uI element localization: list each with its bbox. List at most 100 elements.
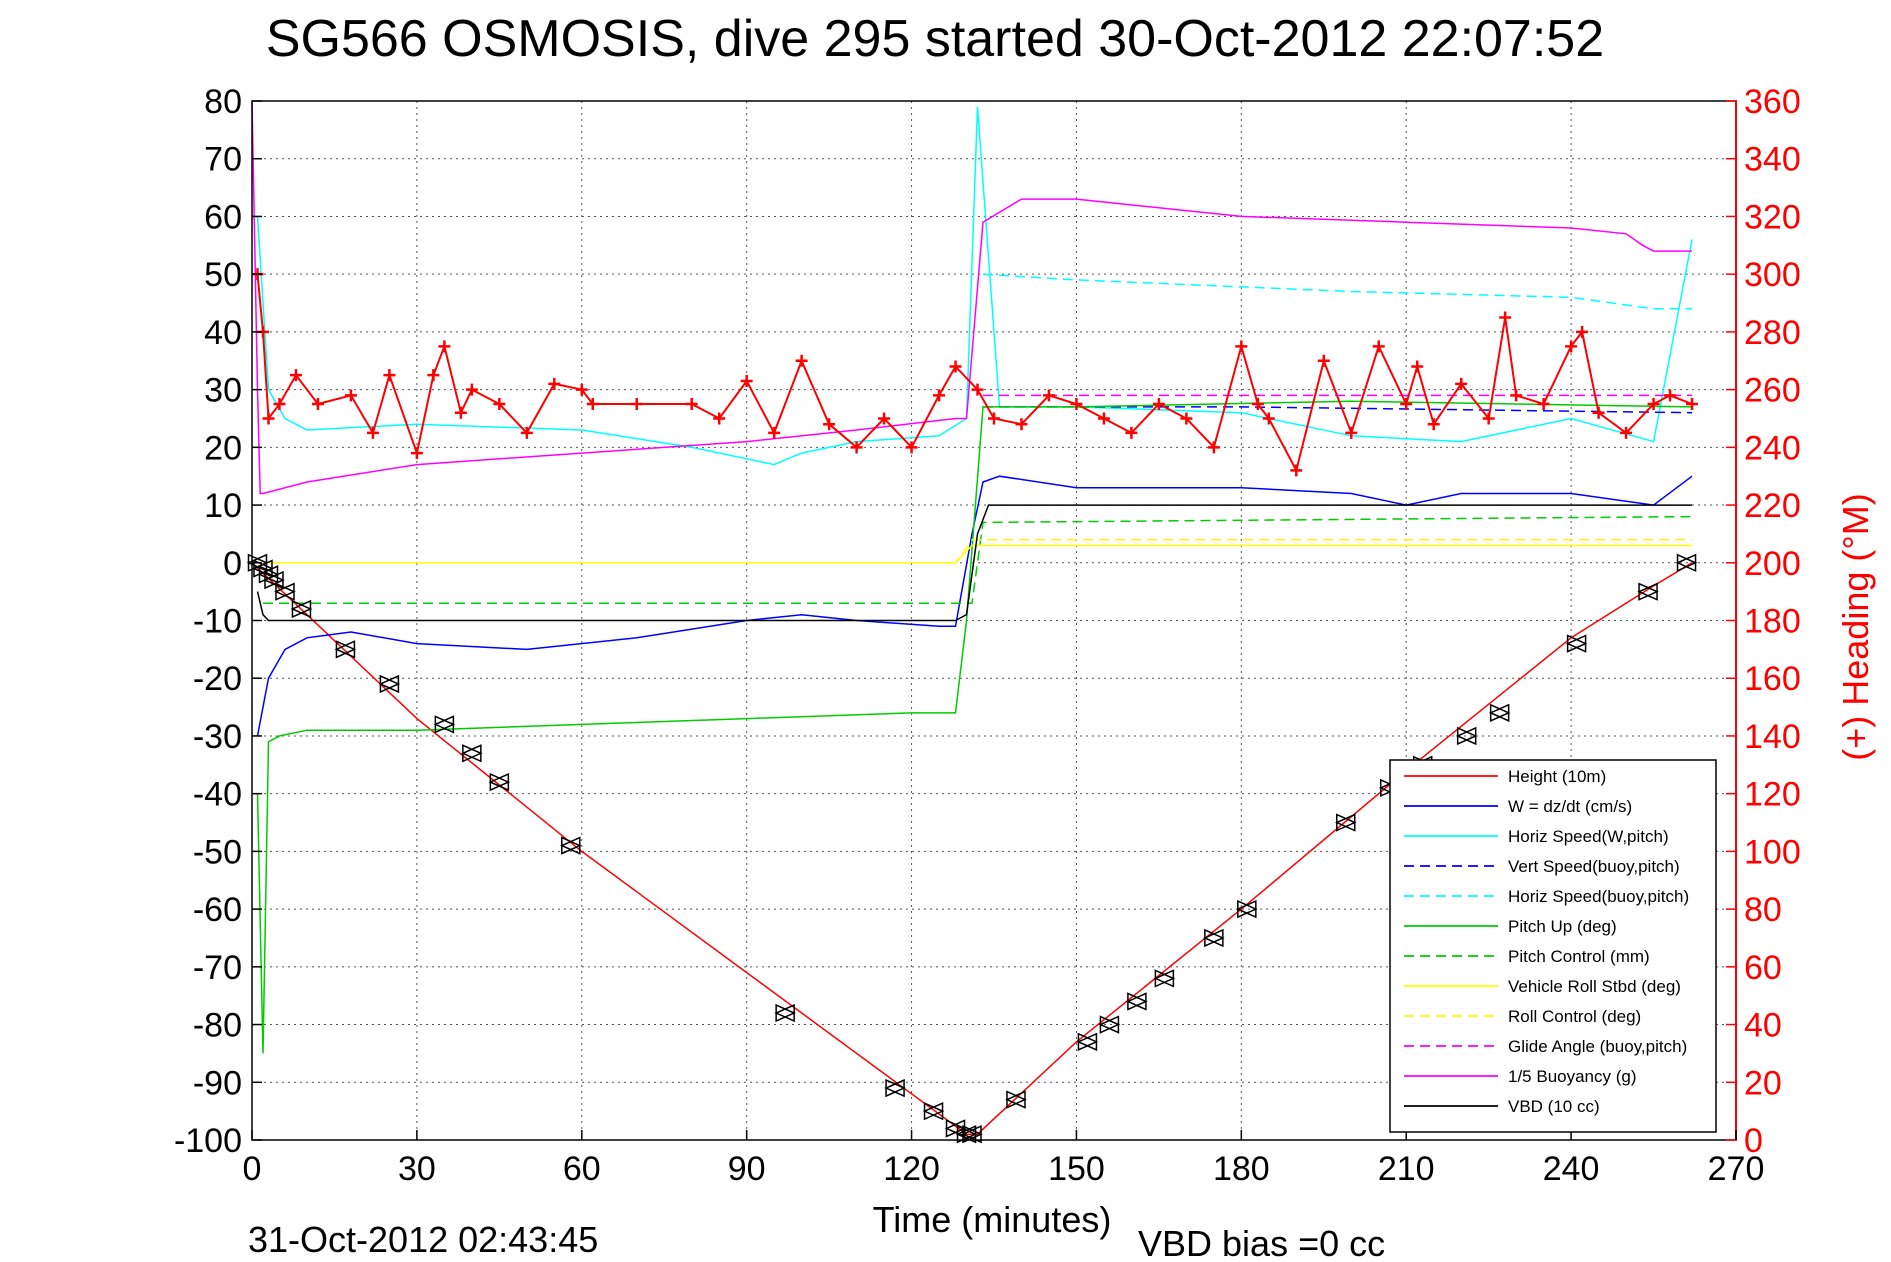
heading-point bbox=[905, 441, 918, 454]
marker-triangle-left bbox=[1153, 969, 1175, 988]
heading-point bbox=[1565, 340, 1578, 353]
heading-point bbox=[1647, 398, 1660, 411]
marker-triangle-left bbox=[1334, 813, 1356, 832]
legend-label: Horiz Speed(buoy,pitch) bbox=[1508, 887, 1689, 906]
marker-triangle-left bbox=[922, 1101, 944, 1121]
left-tick-label: -30 bbox=[193, 718, 242, 756]
heading-point bbox=[949, 360, 962, 373]
x-tick-label: 150 bbox=[1048, 1150, 1105, 1188]
heading-point bbox=[1686, 398, 1699, 411]
marker-triangle-left bbox=[1565, 634, 1587, 653]
heading-point bbox=[971, 383, 984, 396]
heading-point bbox=[795, 354, 808, 367]
left-tick-labels: 80 70 60 50 40 30 20 10 0 -10 -20 -30 -40 -50 -60 -70 -8… bbox=[174, 83, 262, 1160]
right-tick-label: 0 bbox=[1744, 1122, 1763, 1160]
series-roll-control bbox=[263, 538, 1692, 564]
left-tick-label: -90 bbox=[193, 1064, 242, 1102]
legend-box bbox=[1389, 759, 1717, 1133]
heading-point bbox=[988, 412, 1000, 425]
right-tick-label: 300 bbox=[1744, 256, 1801, 294]
heading-point bbox=[1664, 389, 1677, 402]
height-marker bbox=[433, 715, 456, 734]
legend-item: Pitch Control (mm) bbox=[1404, 947, 1650, 966]
legend-item: 1/5 Buoyancy (g) bbox=[1404, 1067, 1637, 1086]
x-tick-label: 210 bbox=[1378, 1150, 1435, 1188]
legend-item: W = dz/dt (cm/s) bbox=[1404, 797, 1632, 816]
x-tick-label: 0 bbox=[243, 1150, 262, 1188]
height-marker bbox=[1005, 1090, 1027, 1109]
height-marker bbox=[274, 582, 296, 601]
legend-label: Roll Control (deg) bbox=[1508, 1007, 1641, 1026]
heading-point bbox=[493, 398, 506, 411]
height-marker bbox=[488, 772, 511, 792]
heading-point bbox=[465, 383, 478, 396]
heading-point bbox=[1042, 389, 1055, 402]
footer-vbd-bias: VBD bias =0 cc bbox=[1138, 1223, 1385, 1262]
marker-triangle-left bbox=[1637, 582, 1658, 601]
legend: Height (10m) W = dz/dt (cm/s) Horiz Speed(… bbox=[1389, 759, 1717, 1133]
heading-point bbox=[1411, 360, 1424, 373]
marker-triangle-left bbox=[1076, 1032, 1098, 1052]
legend-item: Glide Angle (buoy,pitch) bbox=[1404, 1037, 1687, 1056]
marker-triangle-left bbox=[961, 1125, 982, 1144]
legend-item: Horiz Speed(W,pitch) bbox=[1404, 827, 1669, 846]
heading-point bbox=[1152, 398, 1165, 411]
left-tick-label: -60 bbox=[193, 891, 242, 929]
marker-triangle-left bbox=[559, 836, 581, 855]
height-marker bbox=[1455, 726, 1478, 746]
height-marker bbox=[263, 570, 285, 590]
left-tick-label: -10 bbox=[193, 603, 242, 641]
heading-point bbox=[1125, 426, 1138, 439]
height-marker bbox=[290, 599, 313, 619]
height-marker bbox=[1126, 992, 1148, 1011]
series-horiz-speed bbox=[256, 106, 1693, 466]
right-tick-label: 220 bbox=[1744, 487, 1801, 525]
series-pitch-up bbox=[256, 400, 1693, 1054]
footer-timestamp: 31-Oct-2012 02:43:45 bbox=[248, 1219, 598, 1260]
heading-point bbox=[1251, 398, 1264, 411]
heading-point bbox=[685, 398, 698, 411]
height-marker bbox=[884, 1078, 906, 1098]
right-tick-label: 40 bbox=[1744, 1007, 1782, 1045]
series-height bbox=[251, 562, 1693, 1135]
right-tick-label: 260 bbox=[1744, 372, 1801, 410]
heading-point bbox=[1455, 377, 1468, 390]
left-tick-label: 0 bbox=[223, 545, 242, 583]
height-marker bbox=[1153, 969, 1176, 988]
chart-title: SG566 OSMOSIS, dive 295 started 30-Oct-2… bbox=[266, 10, 1604, 68]
left-tick-label: -100 bbox=[174, 1122, 242, 1160]
legend-item: Roll Control (deg) bbox=[1404, 1007, 1641, 1026]
series-buoyancy bbox=[251, 100, 1692, 495]
height-marker bbox=[1203, 928, 1225, 948]
heading-point bbox=[1345, 426, 1358, 439]
right-tick-label: 340 bbox=[1744, 141, 1801, 179]
height-marker bbox=[559, 836, 582, 855]
heading-point bbox=[1592, 406, 1605, 419]
heading-point bbox=[1317, 354, 1330, 367]
heading-point bbox=[1015, 418, 1028, 431]
heading-point bbox=[438, 340, 451, 353]
heading-point bbox=[1427, 418, 1440, 431]
right-tick-label: 160 bbox=[1744, 660, 1801, 698]
marker-triangle-left bbox=[1235, 899, 1257, 919]
marker-triangle-left bbox=[1675, 553, 1697, 572]
left-tick-label: 50 bbox=[204, 256, 242, 294]
heading-point bbox=[1070, 398, 1083, 411]
marker-triangle-left bbox=[1488, 703, 1510, 723]
left-tick-label: -40 bbox=[193, 776, 242, 814]
height-marker bbox=[1488, 703, 1511, 723]
height-marker bbox=[378, 674, 401, 694]
heading-point bbox=[630, 398, 643, 411]
heading-point bbox=[1499, 311, 1512, 324]
heading-point bbox=[311, 398, 324, 411]
heading-point bbox=[1290, 464, 1303, 477]
left-tick-label: 60 bbox=[204, 198, 242, 236]
heading-point bbox=[850, 441, 863, 454]
series-heading bbox=[251, 268, 1699, 477]
heading-point bbox=[1262, 412, 1275, 425]
marker-triangle-left bbox=[1126, 992, 1147, 1011]
right-axis-label: (+) Heading (°M) bbox=[1835, 493, 1876, 760]
right-tick-label: 240 bbox=[1744, 429, 1801, 467]
left-tick-label: 80 bbox=[204, 83, 242, 121]
